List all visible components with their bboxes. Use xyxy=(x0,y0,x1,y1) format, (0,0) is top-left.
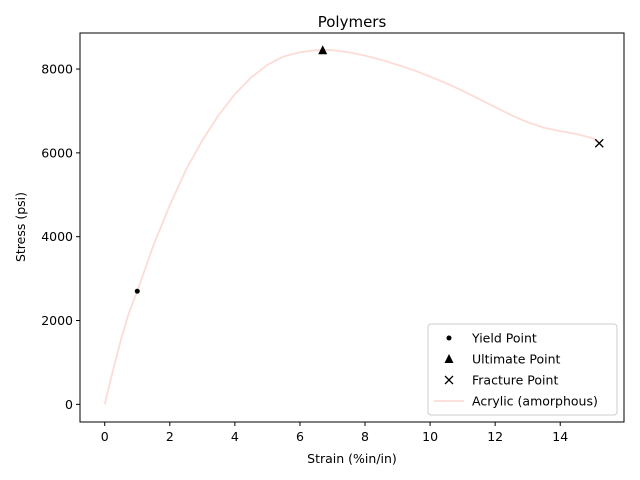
series-line-acrylic xyxy=(103,48,600,405)
legend: Yield Point Ultimate Point Fracture Poin… xyxy=(427,323,618,416)
legend-x-marker xyxy=(444,375,454,385)
yield-point-marker xyxy=(134,288,140,294)
x-axis-label: Strain (%in/in) xyxy=(307,451,397,466)
x-tick-label: 8 xyxy=(361,429,369,444)
y-tick-label: 2000 xyxy=(41,313,73,328)
marker-layer xyxy=(134,45,604,294)
axes-frame xyxy=(79,32,625,423)
legend-item-yield: Yield Point xyxy=(446,331,537,346)
y-axis: 0 2000 4000 6000 8000 xyxy=(41,62,80,412)
x-tick-label: 12 xyxy=(487,429,503,444)
x-tick-label: 2 xyxy=(166,429,174,444)
x-axis: 0 2 4 6 8 10 12 14 xyxy=(101,422,568,444)
ultimate-point-marker xyxy=(318,45,328,55)
y-tick-label: 0 xyxy=(65,397,73,412)
legend-label-fracture: Fracture Point xyxy=(472,373,558,388)
y-tick-label: 6000 xyxy=(41,145,73,160)
x-tick-label: 6 xyxy=(296,429,304,444)
x-tick-label: 10 xyxy=(422,429,438,444)
legend-label-yield: Yield Point xyxy=(471,331,537,346)
x-tick-label: 14 xyxy=(552,429,568,444)
chart-title: Polymers xyxy=(318,13,387,31)
x-tick-label: 4 xyxy=(231,429,239,444)
y-tick-label: 8000 xyxy=(41,62,73,77)
y-axis-label: Stress (psi) xyxy=(13,192,28,262)
legend-item-ultimate: Ultimate Point xyxy=(444,352,561,367)
legend-label-ultimate: Ultimate Point xyxy=(472,352,561,367)
series-layer xyxy=(103,48,600,405)
legend-frame xyxy=(427,323,618,416)
legend-label-acrylic: Acrylic (amorphous) xyxy=(472,394,598,409)
legend-item-acrylic: Acrylic (amorphous) xyxy=(434,394,598,409)
x-tick-label: 0 xyxy=(101,429,109,444)
y-tick-label: 4000 xyxy=(41,229,73,244)
plot-area xyxy=(79,32,625,423)
legend-triangle-marker xyxy=(444,354,454,363)
legend-item-fracture: Fracture Point xyxy=(444,373,558,388)
fracture-point-marker xyxy=(594,138,604,148)
legend-dot-marker xyxy=(446,335,452,341)
